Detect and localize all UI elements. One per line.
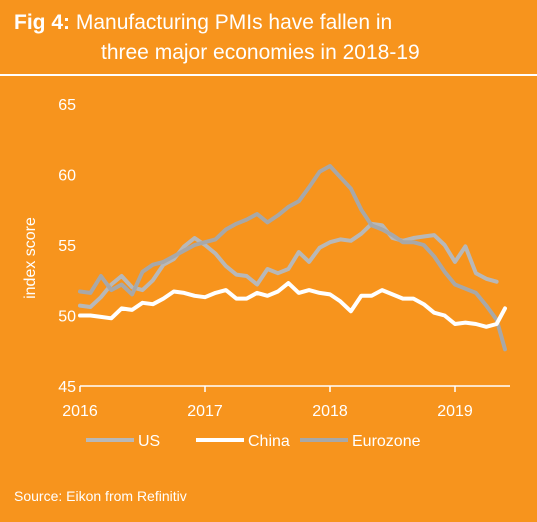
y-tick-label-50: 50 (58, 309, 76, 326)
title-line-2: three major economies in 2018-19 (101, 41, 420, 64)
title-divider (0, 74, 537, 76)
x-tick-label-2018: 2018 (312, 403, 348, 420)
chart-header: Fig 4: Manufacturing PMIs have fallen in… (14, 8, 526, 68)
y-tick-label-45: 45 (58, 379, 76, 396)
legend-label-us: US (138, 433, 160, 450)
series-line-eurozone (78, 164, 507, 352)
legend-label-china: China (248, 433, 290, 450)
fig-label: Fig 4: (14, 11, 70, 34)
series-line-china (78, 281, 507, 329)
y-axis-label: index score (22, 217, 39, 299)
legend-label-eurozone: Eurozone (352, 433, 421, 450)
series-line-us (78, 221, 499, 309)
y-tick-label-60: 60 (58, 168, 76, 185)
x-tick-label-2016: 2016 (62, 403, 98, 420)
x-tick-label-2019: 2019 (437, 403, 473, 420)
y-tick-label-55: 55 (58, 238, 76, 255)
title-text-1: Manufacturing PMIs have fallen in (75, 11, 393, 34)
source-note: Source: Eikon from Refinitiv (14, 488, 187, 504)
y-tick-label-65: 65 (58, 97, 76, 114)
x-tick-label-2017: 2017 (187, 403, 223, 420)
title-line-1: Fig 4: Manufacturing PMIs have fallen in (14, 8, 526, 38)
